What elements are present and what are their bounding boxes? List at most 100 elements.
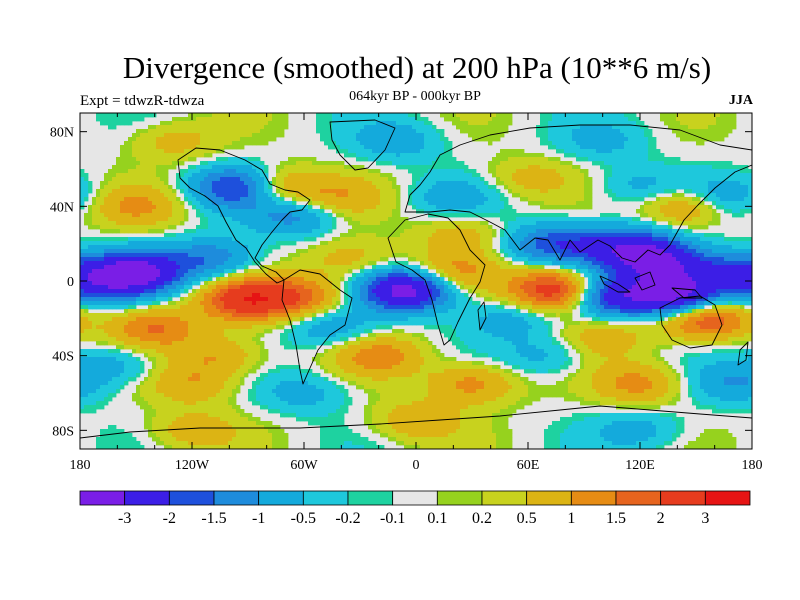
field-cell [244, 193, 249, 198]
field-cell [168, 121, 173, 126]
field-cell [512, 237, 517, 242]
field-cell [264, 165, 269, 170]
field-cell [368, 145, 373, 150]
field-cell [672, 189, 677, 194]
field-cell [520, 229, 525, 234]
field-cell [632, 177, 637, 182]
field-cell [580, 225, 585, 230]
field-cell [180, 169, 185, 174]
field-cell [176, 197, 181, 202]
field-cell [660, 217, 665, 222]
field-cell [96, 189, 101, 194]
field-cell [480, 181, 485, 186]
field-cell [356, 249, 361, 254]
field-cell [512, 177, 517, 182]
field-cell [312, 169, 317, 174]
field-cell [712, 117, 717, 122]
field-cell [272, 201, 277, 206]
field-cell [156, 209, 161, 214]
field-cell [428, 149, 433, 154]
field-cell [492, 125, 497, 130]
field-cell [364, 189, 369, 194]
field-cell [228, 257, 233, 262]
field-cell [704, 217, 709, 222]
field-cell [564, 125, 569, 130]
field-cell [304, 193, 309, 198]
field-cell [676, 169, 681, 174]
field-cell [140, 205, 145, 210]
field-cell [336, 185, 341, 190]
field-cell [200, 237, 205, 242]
field-cell [632, 173, 637, 178]
field-cell [432, 225, 437, 230]
field-cell [620, 145, 625, 150]
field-cell [152, 129, 157, 134]
field-cell [244, 177, 249, 182]
field-cell [152, 213, 157, 218]
field-cell [416, 133, 421, 138]
field-cell [280, 241, 285, 246]
field-cell [248, 157, 253, 162]
field-cell [460, 253, 465, 258]
field-cell [476, 113, 481, 118]
field-cell [696, 249, 701, 254]
field-cell [252, 245, 257, 250]
field-cell [380, 133, 385, 138]
field-cell [736, 165, 741, 170]
field-cell [328, 129, 333, 134]
field-cell [592, 225, 597, 230]
field-cell [324, 141, 329, 146]
field-cell [232, 197, 237, 202]
field-cell [432, 173, 437, 178]
field-cell [660, 161, 665, 166]
field-cell [584, 253, 589, 258]
field-cell [608, 125, 613, 130]
field-cell [132, 241, 137, 246]
field-cell [628, 113, 633, 118]
field-cell [248, 193, 253, 198]
field-cell [364, 233, 369, 238]
field-cell [612, 249, 617, 254]
field-cell [248, 217, 253, 222]
field-cell [624, 161, 629, 166]
field-cell [200, 173, 205, 178]
field-cell [172, 197, 177, 202]
experiment-label: Expt = tdwzR-tdwza [80, 93, 205, 109]
field-cell [120, 193, 125, 198]
field-cell [356, 185, 361, 190]
field-cell [592, 241, 597, 246]
field-cell [124, 113, 129, 118]
field-cell [576, 193, 581, 198]
field-cell [336, 173, 341, 178]
field-cell [352, 177, 357, 182]
field-cell [612, 233, 617, 238]
field-cell [420, 149, 425, 154]
field-cell [324, 197, 329, 202]
field-cell [684, 117, 689, 122]
field-cell [696, 181, 701, 186]
field-cell [456, 161, 461, 166]
field-cell [312, 225, 317, 230]
field-cell [228, 249, 233, 254]
field-cell [284, 161, 289, 166]
field-cell [184, 149, 189, 154]
field-cell [488, 213, 493, 218]
field-cell [552, 177, 557, 182]
field-cell [216, 125, 221, 130]
field-cell [708, 217, 713, 222]
field-cell [148, 137, 153, 142]
field-cell [412, 165, 417, 170]
field-cell [452, 181, 457, 186]
field-cell [416, 201, 421, 206]
field-cell [408, 117, 413, 122]
field-cell [460, 249, 465, 254]
field-cell [140, 133, 145, 138]
field-cell [740, 185, 745, 190]
field-cell [156, 253, 161, 258]
field-cell [716, 193, 721, 198]
field-cell [524, 189, 529, 194]
field-cell [400, 149, 405, 154]
field-cell [168, 197, 173, 202]
field-cell [120, 149, 125, 154]
field-cell [432, 249, 437, 254]
